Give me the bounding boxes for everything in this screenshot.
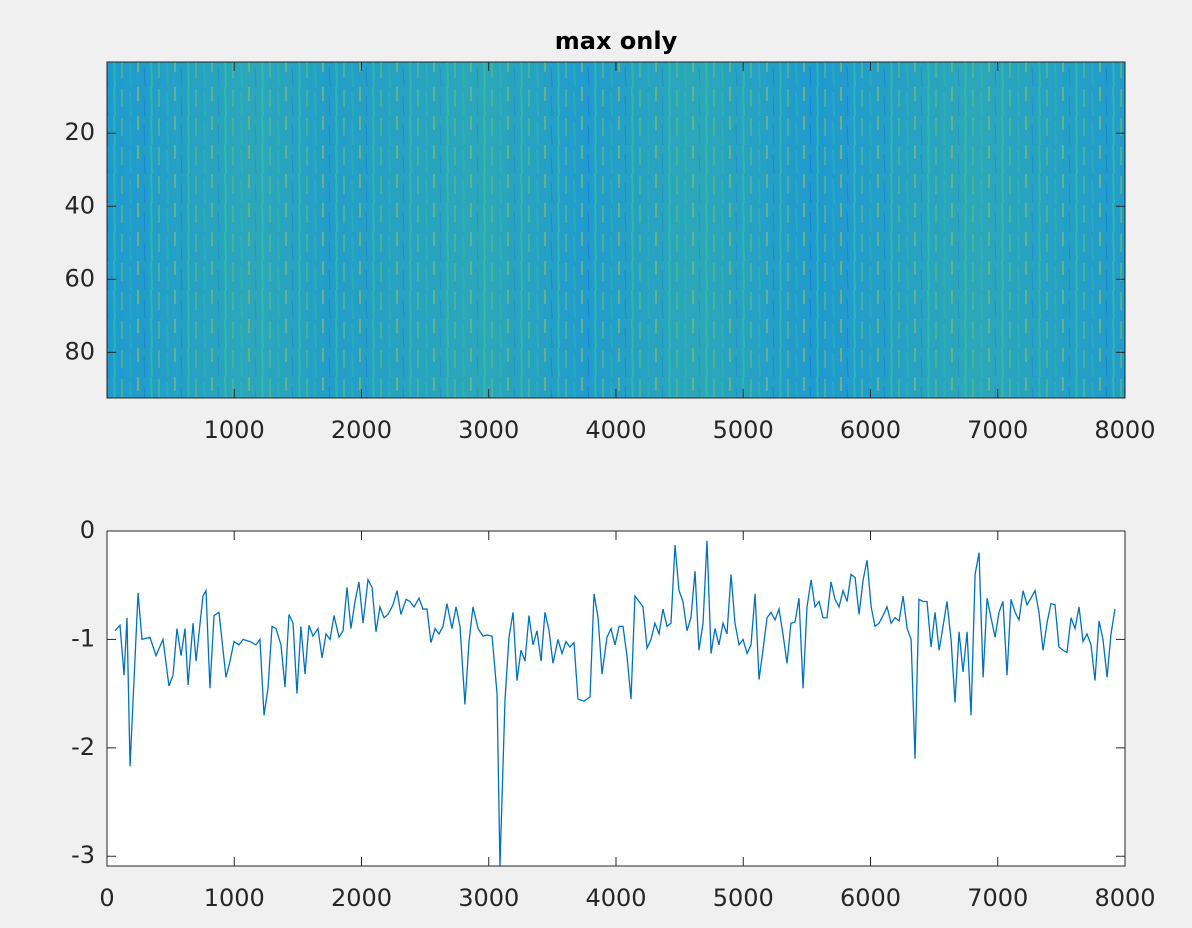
y-tick-label: 80 — [64, 337, 95, 365]
y-tick-label: 60 — [64, 264, 95, 292]
x-tick-label: 5000 — [713, 416, 774, 444]
x-tick-label: 5000 — [713, 884, 774, 912]
y-tick-label: -2 — [71, 733, 95, 761]
data-line — [114, 540, 1116, 867]
x-tick-label: 1000 — [204, 884, 265, 912]
x-tick-label: 4000 — [585, 884, 646, 912]
y-tick-label: 0 — [80, 516, 95, 544]
y-tick-label: -1 — [71, 624, 95, 652]
x-tick-label: 7000 — [967, 884, 1028, 912]
x-tick-label: 3000 — [458, 884, 519, 912]
heatmap-shading — [107, 62, 1125, 398]
y-tick-label: 40 — [64, 191, 95, 219]
x-tick-label: 6000 — [840, 416, 901, 444]
x-tick-label: 3000 — [458, 416, 519, 444]
x-tick-label: 0 — [99, 884, 114, 912]
x-tick-label: 8000 — [1094, 416, 1155, 444]
plot-area — [107, 531, 1125, 866]
y-tick-label: -3 — [71, 841, 95, 869]
x-tick-label: 2000 — [331, 884, 392, 912]
y-tick-label: 20 — [64, 118, 95, 146]
x-tick-label: 6000 — [840, 884, 901, 912]
x-tick-label: 7000 — [967, 416, 1028, 444]
x-tick-label: 8000 — [1094, 884, 1155, 912]
x-tick-label: 2000 — [331, 416, 392, 444]
x-tick-label: 1000 — [204, 416, 265, 444]
chart-title: max only — [555, 27, 678, 55]
x-tick-label: 4000 — [585, 416, 646, 444]
